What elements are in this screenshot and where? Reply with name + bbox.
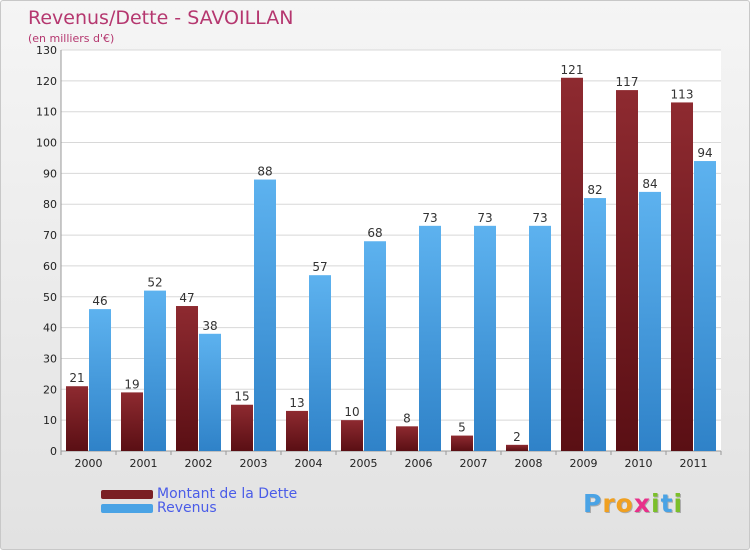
y-tick-label: 110 xyxy=(36,106,57,119)
bar-dette xyxy=(616,90,638,451)
x-tick-label: 2011 xyxy=(680,457,708,470)
logo-letter: i xyxy=(651,489,661,518)
bar-dette-label: 113 xyxy=(671,87,694,101)
x-tick-label: 2006 xyxy=(405,457,433,470)
bar-dette-label: 21 xyxy=(69,371,84,385)
bar-dette-label: 19 xyxy=(124,377,139,391)
bar-dette xyxy=(121,392,143,451)
x-tick-label: 2009 xyxy=(570,457,598,470)
bar-dette xyxy=(451,435,473,451)
bar-dette xyxy=(176,306,198,451)
logo-letter: t xyxy=(660,489,674,518)
bar-revenus xyxy=(254,179,276,452)
x-tick-label: 2000 xyxy=(75,457,103,470)
bar-dette xyxy=(286,410,308,451)
bar-revenus-label: 68 xyxy=(367,226,382,240)
proxiti-logo: Proxiti xyxy=(583,489,683,518)
bar-revenus-label: 38 xyxy=(202,319,217,333)
bar-revenus-label: 88 xyxy=(257,165,272,179)
bar-dette xyxy=(231,404,253,451)
chart-title: Revenus/Dette - SAVOILLAN xyxy=(28,7,294,29)
legend-swatch-dette xyxy=(101,489,153,499)
logo-letter: o xyxy=(615,489,634,518)
y-tick-label: 70 xyxy=(43,229,57,242)
chart-subtitle: (en milliers d'€) xyxy=(28,32,115,45)
bar-revenus-label: 73 xyxy=(422,211,437,225)
bar-revenus-label: 57 xyxy=(312,260,327,274)
y-tick-label: 120 xyxy=(36,75,57,88)
x-tick-label: 2003 xyxy=(240,457,268,470)
bar-dette-label: 117 xyxy=(616,75,639,89)
bar-revenus xyxy=(199,333,221,451)
bar-dette-label: 10 xyxy=(344,405,359,419)
legend-item-revenus: Revenus xyxy=(101,500,297,516)
y-tick-label: 60 xyxy=(43,260,57,273)
bar-revenus-label: 73 xyxy=(532,211,547,225)
plot-area xyxy=(61,50,721,451)
bar-revenus-label: 82 xyxy=(587,183,602,197)
bar-revenus-label: 46 xyxy=(92,294,107,308)
y-tick-label: 10 xyxy=(43,414,57,427)
bar-dette-label: 13 xyxy=(289,396,304,410)
bar-revenus xyxy=(364,241,386,451)
x-tick-label: 2010 xyxy=(625,457,653,470)
x-tick-label: 2001 xyxy=(130,457,158,470)
bar-dette xyxy=(341,420,363,451)
legend-swatch-revenus xyxy=(101,503,153,513)
x-tick-label: 2008 xyxy=(515,457,543,470)
bar-dette xyxy=(506,444,528,451)
bar-revenus-label: 73 xyxy=(477,211,492,225)
bar-revenus xyxy=(694,161,716,452)
y-tick-label: 80 xyxy=(43,198,57,211)
logo-letter: x xyxy=(633,489,651,518)
bar-dette-label: 15 xyxy=(234,390,249,404)
legend-label-dette: Montant de la Dette xyxy=(157,486,298,502)
bar-revenus xyxy=(89,309,111,451)
logo-letter: P xyxy=(583,489,603,518)
bar-dette-label: 121 xyxy=(561,63,584,77)
logo-letter: r xyxy=(602,489,616,518)
bar-dette-label: 2 xyxy=(513,430,521,444)
y-tick-label: 100 xyxy=(36,137,57,150)
x-tick-label: 2005 xyxy=(350,457,378,470)
bar-dette-label: 8 xyxy=(403,411,411,425)
bar-revenus xyxy=(309,275,331,451)
y-tick-label: 90 xyxy=(43,167,57,180)
legend: Montant de la Dette Revenus xyxy=(101,486,298,516)
y-tick-label: 50 xyxy=(43,291,57,304)
x-tick-label: 2004 xyxy=(295,457,323,470)
bar-dette xyxy=(66,386,88,451)
legend-item-dette: Montant de la Dette xyxy=(101,486,298,502)
bar-revenus-label: 52 xyxy=(147,276,162,290)
bar-revenus xyxy=(529,225,551,451)
x-tick-label: 2002 xyxy=(185,457,213,470)
bar-revenus-label: 94 xyxy=(697,146,712,160)
logo-letter: i xyxy=(673,489,684,518)
bar-revenus xyxy=(144,290,166,451)
bar-revenus xyxy=(419,225,441,451)
y-tick-label: 40 xyxy=(43,322,57,335)
bar-dette-label: 5 xyxy=(458,421,466,435)
bar-dette xyxy=(561,77,583,451)
bar-revenus xyxy=(474,225,496,451)
bar-revenus xyxy=(584,198,606,451)
y-tick-label: 130 xyxy=(36,44,57,57)
bar-dette xyxy=(671,102,693,451)
bar-dette-label: 47 xyxy=(179,291,194,305)
y-tick-label: 0 xyxy=(50,445,57,458)
y-tick-label: 20 xyxy=(43,383,57,396)
bar-revenus-label: 84 xyxy=(642,177,657,191)
bar-dette xyxy=(396,426,418,451)
legend-label-revenus: Revenus xyxy=(157,500,217,516)
y-tick-label: 30 xyxy=(43,352,57,365)
x-tick-label: 2007 xyxy=(460,457,488,470)
bar-revenus xyxy=(639,191,661,451)
